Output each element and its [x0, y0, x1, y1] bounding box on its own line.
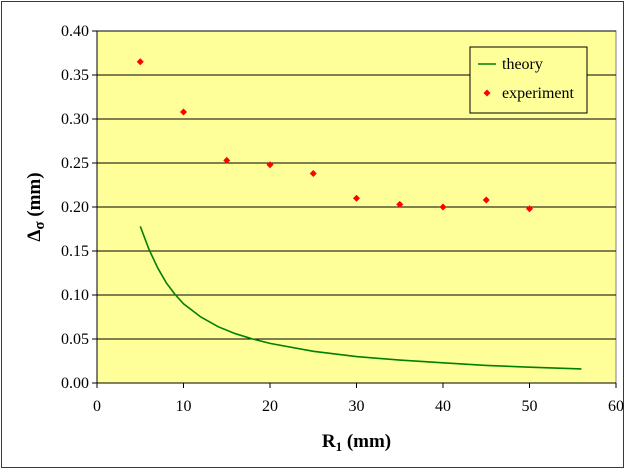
- experiment-point: [526, 205, 533, 213]
- legend-experiment-label: experiment: [502, 85, 575, 102]
- experiment-point: [223, 156, 231, 164]
- y-tick-label: 0.30: [61, 111, 89, 128]
- x-tick-label: 60: [608, 398, 624, 415]
- y-tick-label: 0.05: [61, 331, 89, 348]
- y-axis-title: Δσ (mm): [24, 172, 48, 241]
- x-tick-label: 20: [262, 398, 278, 415]
- x-tick-label: 10: [176, 398, 192, 415]
- experiment-point: [482, 196, 490, 204]
- y-tick-label: 0.25: [61, 155, 89, 172]
- x-axis-title: R1 (mm): [322, 431, 391, 454]
- experiment-point: [309, 170, 317, 178]
- y-tick-label: 0.20: [61, 199, 89, 216]
- series-marks: [136, 58, 582, 370]
- x-tick-label: 0: [93, 398, 101, 415]
- y-tick-labels: 0.00 0.05 0.10 0.15 0.20 0.25 0.30 0.35 0.40: [61, 23, 89, 392]
- experiment-point: [439, 203, 447, 211]
- legend-theory-label: theory: [502, 56, 543, 73]
- legend-experiment-swatch: [483, 89, 491, 97]
- x-tick-label: 50: [522, 398, 538, 415]
- x-tick-label: 40: [435, 398, 451, 415]
- theory-curve: [139, 226, 582, 370]
- y-tick-label: 0.10: [61, 287, 89, 304]
- y-tick-label: 0.00: [61, 375, 89, 392]
- legend-box: [469, 46, 588, 114]
- experiment-point: [180, 108, 187, 116]
- y-tick-label: 0.15: [61, 243, 89, 260]
- x-tick-labels: 0 10 20 30 40 50 60: [93, 398, 624, 415]
- legend: theory experiment: [469, 46, 588, 114]
- experiment-point: [353, 194, 360, 202]
- experiment-point: [136, 58, 144, 66]
- experiment-point: [266, 161, 274, 169]
- axes: [96, 31, 616, 384]
- y-tick-label: 0.35: [61, 67, 89, 84]
- y-tick-label: 0.40: [61, 23, 89, 40]
- experiment-point: [396, 200, 404, 208]
- x-tick-label: 30: [349, 398, 365, 415]
